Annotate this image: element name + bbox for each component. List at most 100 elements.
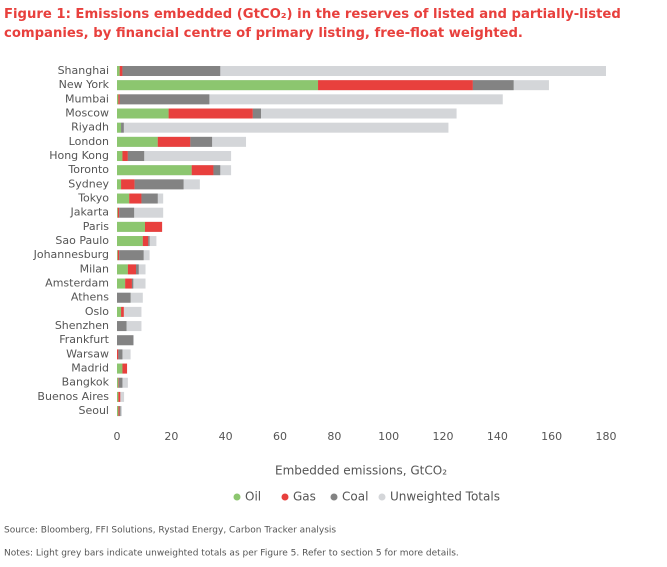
y-tick-label: Jakarta [70, 206, 109, 219]
y-tick-label: New York [59, 78, 110, 91]
source: Source: Bloomberg, FFI Solutions, Rystad… [4, 526, 336, 536]
bar-segment [118, 349, 123, 360]
bar-segment [117, 335, 134, 346]
notes: Notes: Light grey bars indicate unweight… [4, 549, 459, 559]
x-tick-label: 120 [433, 430, 454, 443]
bar-segment [117, 391, 119, 402]
bar-segment [117, 349, 119, 360]
bar-segment [190, 136, 213, 147]
overlay-bar [117, 349, 131, 360]
bar-segment [121, 306, 124, 317]
legend-marker [378, 493, 386, 501]
x-tick-label: 80 [327, 430, 341, 443]
overlay-bar [117, 321, 142, 332]
overlay-bar [117, 66, 606, 76]
legend-marker [281, 493, 289, 501]
y-tick-label: Oslo [85, 305, 109, 318]
overlay-bar [117, 94, 503, 105]
bar-segment [157, 136, 191, 147]
y-tick-label: Moscow [65, 107, 109, 120]
bar-segment [117, 264, 128, 275]
bar-segment [122, 151, 128, 162]
x-tick-label: 160 [541, 430, 562, 443]
bar-segment [122, 66, 221, 76]
bar-segment [118, 377, 123, 388]
overlay-bar [117, 122, 449, 133]
bar-segment [121, 179, 135, 190]
x-tick-label: 40 [219, 430, 233, 443]
bar-segment [117, 80, 319, 91]
bar-segment [117, 221, 145, 232]
bar-segment [134, 179, 184, 190]
bar-segment [117, 108, 169, 119]
y-tick-label: Bangkok [62, 376, 110, 389]
bar-segment [118, 94, 120, 105]
bar-segment [119, 207, 135, 218]
y-tick-label: Frankfurt [59, 333, 109, 346]
legend-label: Oil [245, 490, 261, 504]
bar-segment [117, 363, 123, 374]
bar-segment [117, 207, 120, 218]
bar-segment [118, 391, 121, 402]
bar-segment [168, 108, 253, 119]
legend-label: Unweighted Totals [390, 490, 500, 504]
bar-segment [117, 94, 119, 105]
x-tick-label: 140 [487, 430, 508, 443]
bar-segment [131, 278, 134, 289]
bar-segment [117, 278, 126, 289]
bar-segment [127, 151, 145, 162]
y-tick-label: Milan [80, 262, 109, 275]
y-tick-label: Sao Paulo [55, 234, 109, 247]
bar-segment [119, 94, 210, 105]
bar-segment [148, 236, 150, 247]
x-tick-label: 60 [273, 430, 287, 443]
x-tick-label: 20 [164, 430, 178, 443]
y-tick-label: Hong Kong [49, 149, 109, 162]
bar-segment [127, 264, 137, 275]
y-tick-label: Warsaw [66, 347, 109, 360]
overlay-bar [117, 306, 142, 317]
bar-segment [117, 250, 120, 261]
bar-segment [117, 406, 119, 417]
y-tick-label: Riyadh [71, 121, 109, 134]
bar-segment [117, 66, 120, 76]
bar-segment [125, 278, 132, 289]
bar-segment [117, 122, 122, 133]
bar-segment [472, 80, 514, 91]
bar-segment [117, 292, 131, 303]
bar-segment [191, 165, 214, 176]
bar-segment [117, 306, 122, 317]
x-tick-label: 100 [378, 430, 399, 443]
y-tick-label: Sydney [68, 177, 109, 190]
bar-segment [119, 250, 144, 261]
bar-segment [144, 221, 163, 232]
bar-segment [252, 108, 261, 119]
bar-segment [117, 377, 119, 388]
overlay-bar [117, 108, 457, 119]
x-tick-label: 0 [114, 430, 121, 443]
y-tick-label: Shanghai [58, 64, 109, 77]
legend-marker [330, 493, 338, 501]
overlay-bar [117, 151, 232, 162]
bar-segment [129, 193, 142, 204]
bar-segment [119, 66, 123, 76]
bar-segment [117, 321, 127, 332]
bar-segment [121, 122, 124, 133]
legend-label: Gas [293, 490, 316, 504]
y-tick-label: Tokyo [77, 192, 109, 205]
y-tick-label: Buenos Aires [37, 390, 109, 403]
bar-segment [117, 236, 143, 247]
chart-title: Figure 1: Emissions embedded (GtCO₂) in … [4, 7, 621, 41]
bar-segment [142, 236, 149, 247]
y-tick-label: Johannesburg [33, 248, 109, 261]
y-tick-label: Amsterdam [45, 277, 109, 290]
y-tick-label: Shenzhen [55, 319, 109, 332]
y-tick-label: Paris [83, 220, 109, 233]
overlay-bar [117, 391, 125, 402]
bar-segment [117, 136, 158, 147]
y-tick-label: Madrid [71, 362, 109, 375]
overlay-bar [117, 207, 164, 218]
bar-segment [117, 250, 118, 261]
bar-segment [117, 193, 130, 204]
